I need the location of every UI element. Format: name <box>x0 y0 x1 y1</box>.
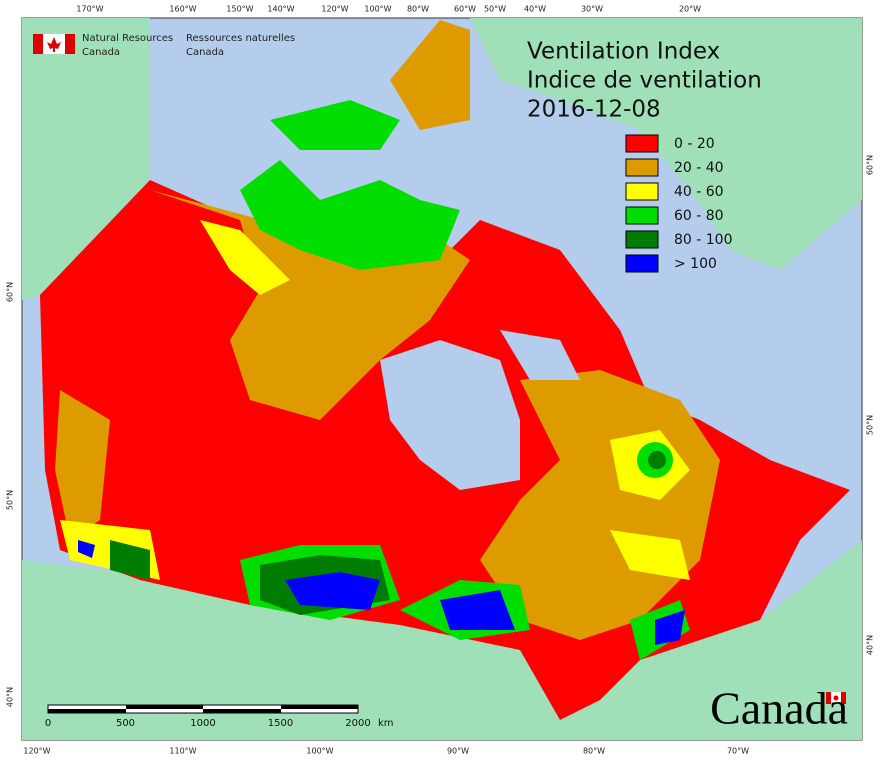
zone-40-60 <box>200 220 290 295</box>
map-title: 2016-12-08 <box>527 97 661 123</box>
map-title: Indice de ventilation <box>527 68 762 94</box>
united-states <box>22 540 862 740</box>
flag-band <box>841 692 846 704</box>
lat-label: 40°N <box>6 687 15 707</box>
lon-label: 50°W <box>484 5 506 14</box>
lon-label: 40°W <box>524 5 546 14</box>
scale-label: 1500 <box>268 718 293 729</box>
zone-60-80 <box>240 160 460 270</box>
legend-label: > 100 <box>674 256 717 272</box>
zone-over-100 <box>440 590 515 630</box>
flag-band <box>33 34 43 54</box>
scale-label: 0 <box>45 718 51 729</box>
lon-label: 60°W <box>454 5 476 14</box>
zone-40-60 <box>610 530 690 580</box>
legend-label: 80 - 100 <box>674 232 733 248</box>
zone-over-100 <box>78 540 95 558</box>
lon-label: 30°W <box>581 5 603 14</box>
lat-label: 60°N <box>866 155 875 175</box>
scale-bar-segment <box>48 709 126 713</box>
zone-20-40 <box>390 20 470 130</box>
legend-swatch <box>625 230 659 249</box>
lon-label: 120°W <box>23 747 50 756</box>
zone-80-100 <box>648 451 666 469</box>
nrcan-flag <box>33 34 75 54</box>
legend-swatch <box>625 206 659 225</box>
lon-label: 100°W <box>364 5 391 14</box>
lat-label: 60°N <box>6 282 15 302</box>
scale-unit: km <box>378 718 394 729</box>
lon-label: 170°W <box>76 5 103 14</box>
hudson-bay <box>380 340 520 490</box>
legend-label: 60 - 80 <box>674 208 724 224</box>
lon-label: 100°W <box>306 747 333 756</box>
lat-label: 50°N <box>6 490 15 510</box>
lon-label: 20°W <box>679 5 701 14</box>
legend-label: 40 - 60 <box>674 184 724 200</box>
flag-band <box>65 34 75 54</box>
lon-label: 150°W <box>226 5 253 14</box>
lat-label: 50°N <box>866 415 875 435</box>
agency-en: Canada <box>82 47 120 58</box>
lon-label: 80°W <box>407 5 429 14</box>
scale-label: 2000 <box>345 718 370 729</box>
flag-leaf <box>833 695 839 701</box>
lon-label: 140°W <box>267 5 294 14</box>
flag-leaf <box>47 37 61 52</box>
flag-band <box>826 692 831 704</box>
greenland <box>470 18 862 270</box>
legend-label: 0 - 20 <box>674 136 715 152</box>
scale-bar-segment <box>281 705 358 709</box>
lon-label: 70°W <box>727 747 749 756</box>
map-title: Ventilation Index <box>527 39 720 65</box>
hudson-strait <box>500 330 580 380</box>
lon-label: 90°W <box>447 747 469 756</box>
legend-label: 20 - 40 <box>674 160 724 176</box>
scale-bar-segment <box>126 705 203 709</box>
zone-over-100 <box>285 572 380 610</box>
agency-fr: Ressources naturelles <box>186 33 295 44</box>
lon-label: 160°W <box>169 5 196 14</box>
zone-20-40 <box>150 190 470 420</box>
scale-bar <box>47 704 359 714</box>
zone-20-40 <box>55 390 110 540</box>
lon-label: 120°W <box>321 5 348 14</box>
scale-label: 1000 <box>190 718 215 729</box>
legend-swatch <box>625 182 659 201</box>
legend-swatch <box>625 158 659 177</box>
lon-label: 80°W <box>583 747 605 756</box>
zone-over-100 <box>655 610 685 645</box>
wordmark: Canada <box>710 683 848 734</box>
lon-label: 110°W <box>169 747 196 756</box>
wordmark-flag <box>826 692 846 704</box>
agency-en: Natural Resources <box>82 33 173 44</box>
scale-label: 500 <box>116 718 135 729</box>
scale-bar-segment <box>203 709 281 713</box>
lat-label: 40°N <box>866 635 875 655</box>
zone-60-80 <box>270 100 400 150</box>
legend-swatch <box>625 254 659 273</box>
legend-swatch <box>625 134 659 153</box>
zone-80-100 <box>110 540 150 580</box>
alaska <box>22 18 150 300</box>
agency-fr: Canada <box>186 47 224 58</box>
